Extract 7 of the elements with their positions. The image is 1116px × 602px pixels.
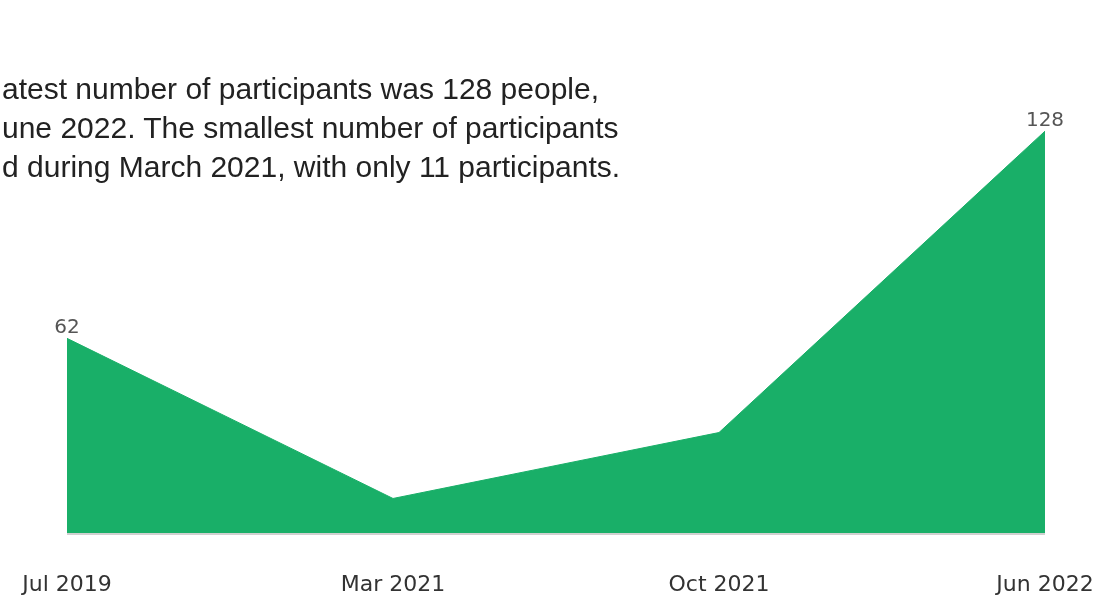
data-label: 62 [54,314,80,339]
x-tick-label: Jul 2019 [20,571,112,597]
x-tick-label: Oct 2021 [668,571,770,597]
annotation: atest number of participants was 128 people, une 2022. The smallest number of participants d during March 2021, with only 11 participants. [2,72,621,183]
x-tick-label: Jun 2022 [994,571,1094,597]
x-tick-label: Mar 2021 [340,571,446,597]
data-label: 128 [1025,107,1065,132]
